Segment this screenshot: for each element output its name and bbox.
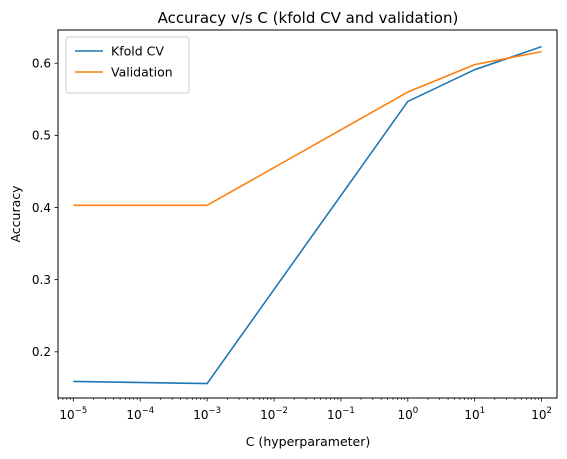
x-tick-label: 10−2 [260,406,288,422]
x-tick-label: 101 [464,406,485,422]
y-tick-label: 0.6 [32,56,51,70]
x-axis-ticks: 10−5 10−4 10−3 10−2 10−1 100 101 102 [58,398,552,422]
y-tick-label: 0.3 [32,273,51,287]
x-axis-label: C (hyperparameter) [246,434,371,449]
plot-lines [73,45,542,385]
legend: Kfold CV Validation [65,36,190,94]
x-tick-label: 10−1 [327,406,355,422]
x-tick-label: 100 [397,406,418,422]
x-tick-label: 10−3 [193,406,221,422]
x-tick-label: 102 [531,406,552,422]
x-tick-label: 10−4 [126,406,154,422]
y-tick-label: 0.2 [32,345,51,359]
x-tick-label: 10−5 [59,406,87,422]
y-axis-ticks: 0.2 0.3 0.4 0.5 0.6 [32,56,58,359]
chart-title: Accuracy v/s C (kfold CV and validation) [158,9,459,27]
y-tick-label: 0.5 [32,129,51,143]
plot-frame [57,29,558,399]
series-line-1 [73,50,542,207]
legend-label-0: Kfold CV [111,44,164,59]
legend-label-1: Validation [111,65,173,80]
y-tick-label: 0.4 [32,201,51,215]
series-line-0 [73,45,542,385]
y-axis-label: Accuracy [8,185,23,243]
